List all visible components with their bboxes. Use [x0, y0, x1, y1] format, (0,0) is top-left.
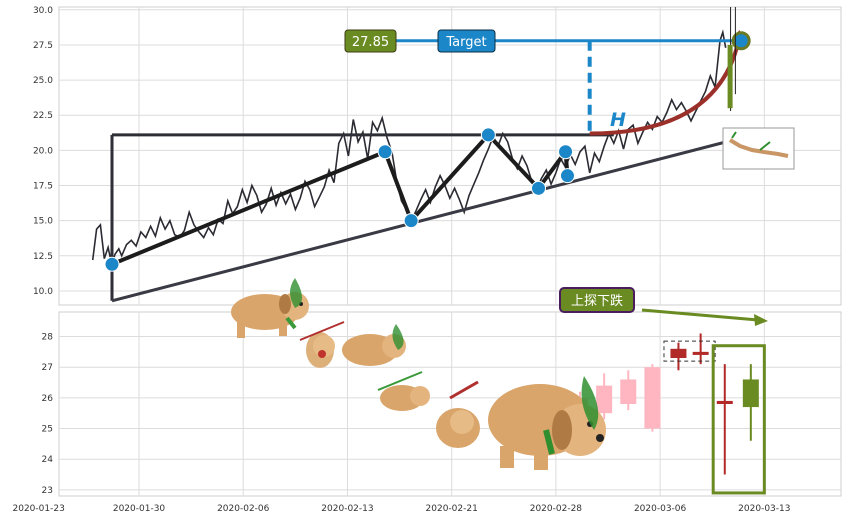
puppy-icon	[231, 278, 309, 338]
y-tick-label: 24	[42, 455, 54, 465]
pattern-label-text: 上探下跌	[571, 293, 623, 309]
height-label: H	[610, 109, 626, 131]
puppy-icon	[488, 376, 606, 470]
y-tick-label: 26	[42, 394, 54, 404]
x-tick-label: 2020-03-06	[634, 504, 687, 514]
target-dot	[731, 31, 751, 51]
y-tick-label: 17.5	[33, 182, 53, 192]
x-tick-label: 2020-03-13	[738, 504, 790, 514]
price-line	[91, 29, 727, 266]
pivot-dot	[377, 144, 393, 160]
top-panel-frame	[58, 6, 842, 306]
puppy-icon	[299, 321, 345, 368]
top-grid	[59, 7, 841, 305]
pivot-dot	[558, 144, 574, 160]
mini-candle	[727, 44, 733, 109]
projection-arrow	[589, 37, 742, 136]
pivot-dot	[559, 168, 575, 184]
target-label-text: Target	[445, 35, 486, 50]
puppy-icon	[377, 371, 430, 411]
y-tick-label: 12.5	[33, 252, 53, 262]
pattern-arrow-line	[641, 308, 759, 322]
x-tick-label: 2020-02-06	[217, 504, 270, 514]
y-tick-label: 28	[42, 333, 54, 343]
pattern-highlight-box	[711, 344, 766, 495]
candle-body	[596, 385, 613, 414]
rising-pattern-line	[111, 149, 386, 267]
y-tick-label: 27	[42, 363, 53, 373]
x-tick-labels: 2020-01-23 2020-01-30 2020-02-06 2020-02-13…	[13, 504, 791, 514]
y-tick-label: 15.0	[33, 217, 53, 227]
x-tick-label: 2020-02-13	[321, 504, 373, 514]
pattern-arrowhead	[754, 314, 768, 326]
ascending-support-line	[111, 132, 759, 303]
y-tick-label: 22.5	[33, 111, 53, 121]
y-tick-label: 10.0	[33, 287, 53, 297]
candle-body	[692, 351, 709, 355]
x-tick-label: 2020-02-28	[530, 504, 583, 514]
pivot-dot	[531, 180, 547, 196]
top-y-ticks: 10.0 12.5 15.0 17.5 20.0 22.5 25.0 27.5 30.0	[33, 6, 53, 297]
x-tick-label: 2020-01-30	[113, 504, 166, 514]
pivot-dot	[104, 256, 120, 272]
top-content	[91, 7, 759, 303]
puppy-icon	[342, 324, 406, 366]
puppy-icon	[436, 380, 480, 448]
overlays: 27.85 Target H 上探下跌	[344, 29, 768, 326]
bottom-candle-panel: 23 24 25 26 27 28	[42, 311, 842, 497]
inset-thumbnail	[722, 127, 795, 170]
y-tick-label: 23	[42, 486, 53, 496]
candle-body	[620, 379, 637, 404]
pivot-dot	[403, 213, 419, 229]
puppy-decoration	[231, 278, 606, 470]
pivot-dot	[480, 127, 496, 143]
candle-body	[670, 348, 687, 358]
y-tick-label: 25.0	[33, 76, 53, 86]
candle-body	[716, 400, 733, 404]
candle-body	[742, 379, 759, 408]
pattern-label-bg	[559, 287, 635, 313]
price-badge-text: 27.85	[352, 35, 389, 50]
x-tick-label: 2020-01-23	[13, 504, 65, 514]
x-tick-label: 2020-02-21	[426, 504, 478, 514]
target-label-bg	[437, 29, 496, 53]
bottom-panel-frame	[58, 311, 842, 497]
y-tick-label: 30.0	[33, 6, 53, 16]
candle-body	[644, 367, 661, 429]
y-tick-label: 25	[42, 425, 53, 435]
price-badge-bg	[344, 29, 397, 53]
top-price-panel: 10.0 12.5 15.0 17.5 20.0 22.5 25.0 27.5 30.0	[33, 6, 842, 306]
bottom-y-ticks: 23 24 25 26 27 28	[42, 333, 54, 496]
y-tick-label: 20.0	[33, 146, 53, 156]
y-tick-label: 27.5	[33, 41, 53, 51]
